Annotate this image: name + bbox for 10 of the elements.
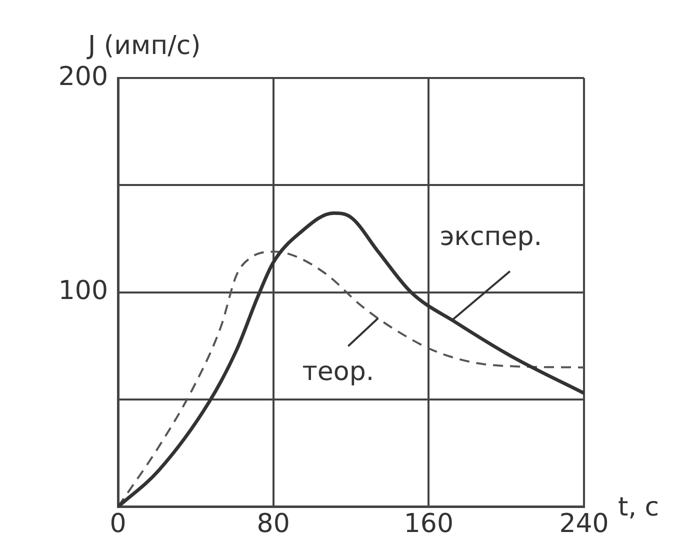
x-tick-label: 160 — [404, 509, 454, 540]
y-tick-label: 200 — [58, 62, 108, 92]
y-axis-title: J (имп/с) — [86, 30, 201, 61]
x-tick-label: 240 — [559, 509, 609, 540]
y-tick-label: 100 — [58, 276, 108, 306]
x-tick-label: 0 — [110, 509, 126, 540]
annotation: экспер. — [440, 222, 542, 252]
annotation: теор. — [302, 356, 374, 387]
x-axis-title: t, с — [618, 492, 660, 523]
x-tick-label: 80 — [256, 509, 290, 540]
